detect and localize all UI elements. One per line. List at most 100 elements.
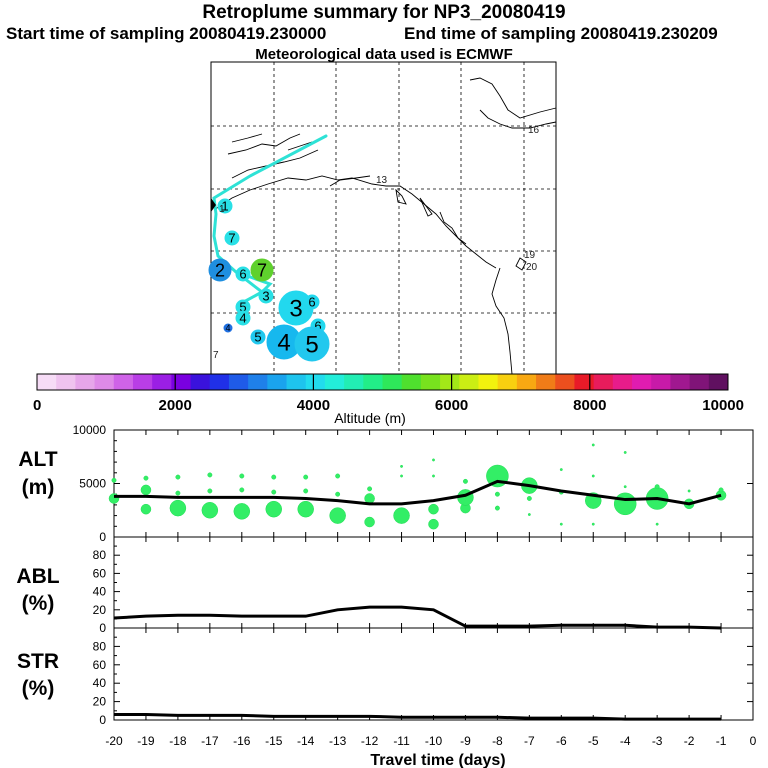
colorbar-swatch — [363, 374, 383, 390]
panel-abl: ABL (%) 80 60 40 20 0 — [16, 536, 754, 635]
y-tick-label: 0 — [99, 530, 106, 544]
altitude-cluster-point — [432, 474, 435, 478]
altitude-cluster-point — [303, 474, 309, 480]
altitude-cluster-point — [527, 513, 531, 516]
altitude-cluster-point — [494, 505, 500, 511]
x-tick-label: -14 — [297, 734, 315, 748]
colorbar-swatch — [516, 374, 537, 390]
colorbar-tick-label: 10000 — [702, 397, 744, 414]
map-cluster-label: 5 — [254, 330, 261, 345]
map-day-label: 20 — [526, 262, 538, 273]
map-cluster: 3 — [278, 290, 314, 326]
x-tick-label: -18 — [169, 734, 187, 748]
map-cluster-label: 4 — [239, 311, 246, 326]
map-graticule — [211, 62, 556, 374]
altitude-cluster-point — [233, 503, 251, 520]
altitude-cluster-point — [526, 496, 532, 501]
map-cluster: 5 — [250, 329, 266, 345]
altitude-cluster-point — [140, 503, 152, 515]
y-tick-label: 40 — [93, 676, 107, 690]
altitude-cluster-point — [271, 489, 277, 495]
x-tick-label: -20 — [105, 734, 123, 748]
map-cluster: 4 — [223, 323, 233, 333]
colorbar-label: Altitude (m) — [334, 410, 406, 426]
altitude-cluster-point — [400, 464, 403, 468]
map-day-label: 19 — [524, 250, 536, 261]
altitude-cluster-point — [432, 458, 435, 462]
map-cluster-label: 3 — [262, 289, 269, 304]
altitude-cluster-point — [591, 522, 595, 526]
y-tick-label: 80 — [93, 639, 107, 653]
altitude-cluster-point — [718, 487, 724, 493]
colorbar-swatch — [536, 374, 556, 390]
altitude-cluster-point — [335, 491, 341, 497]
x-tick-label: -13 — [329, 734, 347, 748]
colorbar-swatch — [56, 374, 76, 390]
colorbar-tick-label: 0 — [33, 397, 41, 414]
altitude-cluster-point — [364, 516, 375, 528]
x-tick-label: 0 — [750, 734, 757, 748]
map-cluster-marker — [208, 258, 232, 282]
chart-title: Retroplume summary for NP3_20080419 — [202, 2, 566, 23]
colorbar-swatch — [632, 374, 652, 390]
panel-yunit: (m) — [22, 476, 55, 499]
altitude-cluster-point — [111, 477, 117, 483]
map-cluster: 1 — [217, 198, 233, 214]
altitude-cluster-point — [463, 478, 468, 484]
x-tick-label: -15 — [265, 734, 283, 748]
colorbar-swatch — [286, 374, 307, 390]
x-tick-label: -3 — [652, 734, 663, 748]
x-axis-label: Travel time (days) — [370, 752, 505, 768]
x-tick-label: -8 — [492, 734, 503, 748]
altitude-cluster-point — [143, 475, 149, 481]
colorbar-swatch — [344, 374, 364, 390]
y-tick-label: 10000 — [73, 423, 107, 437]
map-cluster-label: 2 — [215, 260, 225, 280]
panel-ylabel: ALT — [18, 448, 57, 471]
map-cluster-label: 5 — [305, 331, 318, 358]
colorbar-swatch — [37, 374, 57, 390]
colorbar-swatch — [651, 374, 671, 390]
colorbar-swatch — [497, 374, 518, 390]
altitude-cluster-point — [140, 484, 152, 496]
colorbar-swatch — [152, 374, 172, 390]
map-cluster-marker — [223, 323, 233, 333]
map-cluster: 7 — [224, 230, 240, 246]
altitude-cluster-point — [400, 474, 403, 478]
time-series-panels: ALT (m) 10000 5000 0 ABL (%) 80 60 40 20 0 STR (%) 80 6… — [16, 423, 756, 768]
colorbar-swatch — [113, 374, 134, 390]
colorbar-swatch — [132, 374, 153, 390]
altitude-cluster-point — [494, 491, 500, 497]
y-tick-label: 40 — [93, 585, 107, 599]
colorbar-swatch — [689, 374, 710, 390]
colorbar-swatch — [94, 374, 115, 390]
colorbar-swatch — [459, 374, 479, 390]
colorbar-swatch — [267, 374, 288, 390]
x-tick-label: -17 — [201, 734, 219, 748]
panel-alt: ALT (m) 10000 5000 0 — [18, 423, 754, 544]
y-tick-label: 60 — [93, 566, 107, 580]
altitude-cluster-point — [297, 500, 314, 518]
altitude-cluster-point — [271, 474, 277, 480]
altitude-cluster-point — [303, 488, 309, 494]
y-tick-label: 20 — [93, 695, 107, 709]
altitude-cluster-point — [201, 502, 219, 519]
map-cluster-label: 4 — [225, 323, 230, 333]
altitude-cluster-point — [393, 507, 410, 524]
colorbar-frame — [36, 373, 729, 391]
y-tick-label: 0 — [99, 713, 106, 727]
map-cluster: 4 — [266, 324, 302, 360]
altitude-cluster-point — [175, 474, 181, 480]
altitude-cluster-point — [655, 522, 659, 526]
altitude-cluster-point — [559, 468, 563, 472]
x-tick-label: -11 — [393, 734, 410, 748]
colorbar-swatch — [478, 374, 499, 390]
x-tick-label: -2 — [684, 734, 695, 748]
colorbar-swatch — [324, 374, 345, 390]
y-tick-label: 60 — [93, 658, 107, 672]
altitude-cluster-point — [613, 492, 637, 516]
panel-yunit: (%) — [22, 592, 55, 615]
altitude-cluster-point — [591, 443, 595, 447]
x-tick-label: -1 — [716, 734, 727, 748]
